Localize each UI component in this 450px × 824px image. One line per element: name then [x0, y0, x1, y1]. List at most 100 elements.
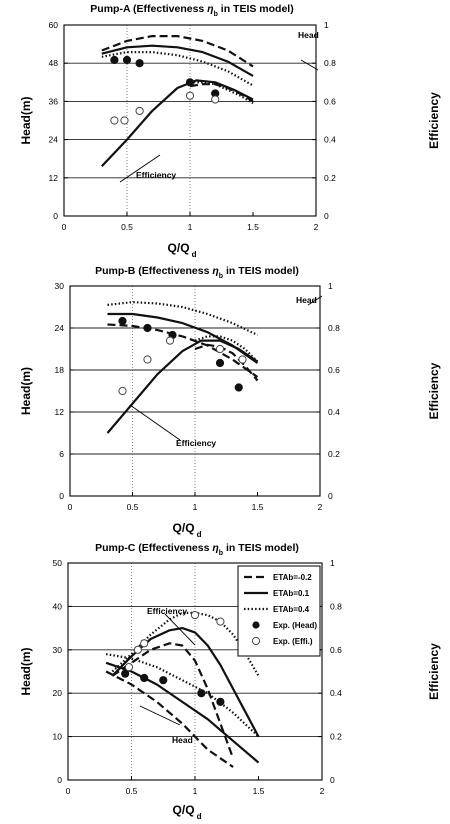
panel-1-annotation-arrow — [119, 154, 161, 183]
panel-2-series-head-etab04 — [107, 301, 258, 336]
panel-1-series-eff-etab02 — [189, 83, 254, 103]
panel-2-series-eff-etab01 — [106, 339, 259, 434]
panel-3-series-eff-etab01 — [111, 627, 260, 738]
panel-2-title: Pump-B (Effectiveness ηb in TEIS model) — [95, 265, 299, 280]
panel-3-ytick-label: 40 — [53, 601, 63, 611]
panel-1-exp-head-point — [122, 55, 132, 65]
panel-3-xtick-label: 1.5 — [253, 786, 265, 796]
panel-1-ytick-label: 36 — [49, 96, 59, 106]
panel-3-xtick-label: 0 — [66, 786, 71, 796]
panel-3-xtick-label: 0.5 — [126, 786, 138, 796]
panel-3-y2tick-label: 0 — [330, 775, 335, 785]
panel-2-xtick-label: 1 — [193, 502, 198, 512]
panel-3-exp-eff-point — [124, 663, 134, 672]
panel-2-y2tick-label: 1 — [328, 281, 333, 291]
panel-1-y2tick-label: 0.8 — [324, 58, 336, 68]
panel-1-series-head-etab01 — [101, 44, 254, 77]
panel-3-ytick-label: 10 — [53, 732, 63, 742]
panel-3-x-axis-label: Q/Q d — [173, 803, 202, 821]
panel-2-series-head-etab02 — [107, 323, 259, 378]
panel-1-y-axis-label: Head(m) — [19, 96, 33, 144]
panel-1-annotation-head: Head — [298, 30, 319, 40]
panel-1-xtick-label: 2 — [314, 222, 319, 232]
panel-2-x-axis-label: Q/Q d — [173, 521, 202, 539]
panel-2-annotation-head: Head — [296, 295, 317, 305]
panel-3-exp-head-point — [159, 676, 168, 685]
panel-1-y2tick-label: 0.2 — [324, 173, 336, 183]
panel-1-xtick-label: 0.5 — [121, 222, 133, 232]
panel-3-exp-eff-point — [190, 610, 200, 620]
panel-3-y2tick-label: 0.6 — [330, 645, 342, 655]
panel-1-ytick-label: 60 — [49, 20, 59, 30]
panel-3-legend-swatch-filled — [252, 621, 260, 629]
panel-1-ytick-label: 48 — [49, 58, 59, 68]
panel-1-exp-eff-point — [211, 95, 220, 104]
panel-3-annotation-efficiency: Efficiency — [147, 606, 187, 616]
panel-3-series-head-etab02 — [105, 670, 234, 768]
panel-3-legend-label: Exp. (Effi.) — [273, 637, 313, 646]
panel-2-ytick-label: 18 — [55, 365, 65, 375]
panel-3-legend-label: ETAb=0.4 — [273, 605, 310, 614]
panel-1-y2tick-label: 1 — [324, 20, 329, 30]
panel-2-series-eff-etab02 — [194, 343, 259, 382]
panel-3-annotation-head: Head — [172, 735, 193, 745]
panel-1-exp-head-point — [135, 59, 144, 68]
panel-3-series-head-etab01 — [105, 661, 260, 764]
panel-2-y2tick-label: 0.2 — [328, 449, 340, 459]
panel-3-xtick-label: 2 — [320, 786, 325, 796]
panel-3-ytick-label: 30 — [53, 645, 63, 655]
panel-2-exp-eff-point — [238, 355, 247, 364]
panel-1-exp-eff-point — [135, 106, 144, 116]
panel-2-exp-head-point — [118, 316, 127, 326]
panel-1-series-head-etab02 — [101, 35, 254, 68]
panel-2-ytick-label: 30 — [55, 281, 65, 291]
panel-1-y2tick-label: 0.4 — [324, 135, 336, 145]
panel-2-series-eff-etab04 — [194, 335, 259, 363]
panel-1-y2tick-label: 0.6 — [324, 96, 336, 106]
panel-2-annotation-arrow — [307, 295, 323, 306]
panel-3-exp-head-point — [121, 669, 130, 678]
panel-1-y2tick-label: 0 — [324, 211, 329, 221]
panel-3-series-head-etab04 — [105, 653, 260, 738]
panel-3-exp-eff-point — [216, 617, 225, 626]
panel-3-exp-eff-point — [140, 639, 149, 648]
panel-2-xtick-label: 0 — [68, 502, 73, 512]
panel-3-legend-swatch-open — [251, 636, 261, 646]
panel-1-exp-eff-point — [120, 116, 129, 125]
panel-2-annotation-efficiency: Efficiency — [176, 438, 216, 448]
panel-3-ytick-label: 20 — [53, 688, 63, 698]
panel-2-ytick-label: 6 — [59, 449, 64, 459]
panel-3-y2-axis-label: Efficiency — [427, 643, 441, 700]
panel-3-annotation-arrow — [164, 613, 196, 646]
panel-3-title: Pump-C (Effectiveness ηb in TEIS model) — [95, 542, 299, 557]
panel-3-y2tick-label: 0.2 — [330, 732, 342, 742]
panel-2-exp-eff-point — [215, 344, 225, 354]
panel-3-series-eff-etab02 — [111, 642, 235, 759]
panel-2-exp-head-point — [143, 323, 152, 333]
panel-1-exp-eff-point — [110, 116, 119, 125]
panel-3-xtick-label: 1 — [193, 786, 198, 796]
panel-3-legend-label: ETAb=0.1 — [273, 589, 310, 598]
panel-3-exp-head-point — [216, 697, 225, 706]
panel-1-annotation-arrow — [300, 59, 319, 71]
panel-2-exp-head-point — [215, 358, 225, 368]
panel-1-exp-head-point — [110, 55, 119, 65]
panel-2-y2-axis-label: Efficiency — [427, 362, 441, 419]
panel-2-y2tick-label: 0.8 — [328, 323, 340, 333]
panel-2-y2tick-label: 0.6 — [328, 365, 340, 375]
panel-3-series-eff-etab04 — [111, 611, 260, 677]
panel-1-title: Pump-A (Effectiveness ηb in TEIS model) — [90, 3, 293, 18]
panel-1-exp-eff-point — [185, 91, 195, 100]
panel-3-legend-label: ETAb=-0.2 — [273, 573, 312, 582]
panel-1-xtick-label: 0 — [62, 222, 67, 232]
panel-2-y2tick-label: 0.4 — [328, 407, 340, 417]
panel-3-legend-box — [237, 565, 321, 657]
panel-1-ytick-label: 0 — [53, 211, 58, 221]
panel-3-y2tick-label: 0.4 — [330, 688, 342, 698]
panel-3-y2tick-label: 0.8 — [330, 601, 342, 611]
panel-2-y-axis-label: Head(m) — [19, 367, 33, 415]
panel-2-xtick-label: 2 — [318, 502, 323, 512]
panel-3-exp-eff-point — [133, 645, 142, 654]
